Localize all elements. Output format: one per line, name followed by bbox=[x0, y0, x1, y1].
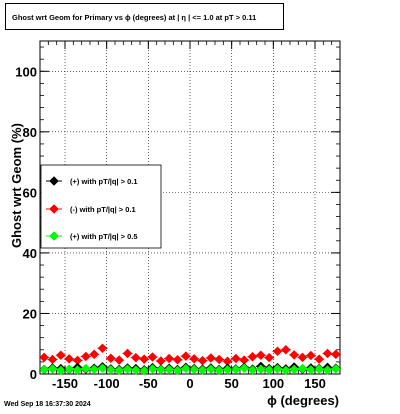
data-point bbox=[55, 350, 66, 361]
legend-label: (+) with pT/|q| > 0.1 bbox=[70, 177, 138, 186]
data-point bbox=[164, 353, 175, 364]
data-point bbox=[255, 364, 266, 375]
x-tick-label: -100 bbox=[94, 376, 120, 391]
data-point bbox=[105, 353, 116, 364]
data-point bbox=[139, 354, 150, 365]
data-point bbox=[272, 346, 283, 357]
data-point bbox=[255, 350, 266, 361]
legend: (+) with pT/|q| > 0.1 (-) with pT/|q| > 0… bbox=[40, 164, 162, 249]
data-point bbox=[64, 364, 75, 375]
data-point bbox=[114, 355, 125, 365]
x-tick-label: 0 bbox=[186, 376, 193, 391]
data-point bbox=[280, 365, 291, 376]
data-point bbox=[322, 348, 333, 359]
x-tick-label: 50 bbox=[224, 376, 238, 391]
x-axis-label: ϕ (degrees) bbox=[267, 393, 339, 408]
x-tick-label: 100 bbox=[262, 376, 284, 391]
legend-box bbox=[40, 164, 162, 249]
x-tick-label: -50 bbox=[139, 376, 158, 391]
data-point bbox=[272, 364, 283, 374]
legend-label: (-) with pT/|q| > 0.1 bbox=[70, 205, 136, 214]
x-tick-label: 150 bbox=[304, 376, 326, 391]
data-point bbox=[230, 364, 241, 375]
data-point bbox=[322, 365, 333, 375]
data-point bbox=[297, 363, 308, 374]
data-point bbox=[164, 364, 175, 375]
data-point bbox=[130, 365, 141, 375]
y-tick-label: 60 bbox=[23, 185, 37, 200]
data-point bbox=[314, 354, 325, 365]
y-tick-label: 20 bbox=[23, 306, 37, 321]
data-point bbox=[197, 365, 208, 375]
data-point bbox=[47, 364, 58, 374]
legend-marker bbox=[49, 176, 59, 186]
data-point bbox=[155, 364, 166, 375]
data-point bbox=[39, 364, 50, 375]
data-point bbox=[305, 350, 316, 361]
data-point bbox=[214, 354, 225, 365]
data-point bbox=[330, 364, 341, 374]
timestamp: Wed Sep 18 16:37:30 2024 bbox=[4, 401, 91, 408]
title-box: Ghost wrt Geom for Primary vs ϕ (degrees… bbox=[5, 3, 284, 30]
chart-title: Ghost wrt Geom for Primary vs ϕ (degrees… bbox=[12, 13, 257, 22]
legend-label: (+) with pT/|q| > 0.5 bbox=[70, 232, 138, 241]
data-point bbox=[297, 352, 308, 363]
data-point bbox=[130, 352, 141, 363]
data-point bbox=[230, 353, 241, 364]
data-point bbox=[264, 364, 275, 375]
data-point bbox=[47, 354, 58, 365]
data-point bbox=[330, 349, 341, 360]
data-point bbox=[264, 352, 275, 363]
data-point bbox=[97, 363, 108, 374]
legend-marker bbox=[49, 204, 59, 214]
y-tick-label: 0 bbox=[30, 367, 37, 382]
data-point bbox=[114, 365, 125, 376]
data-point bbox=[147, 364, 158, 374]
data-point bbox=[80, 363, 91, 374]
data-point bbox=[172, 365, 183, 376]
data-point bbox=[64, 354, 75, 364]
data-point bbox=[122, 364, 133, 375]
data-point bbox=[89, 349, 100, 360]
data-point bbox=[314, 364, 325, 375]
data-point bbox=[39, 352, 50, 363]
data-point bbox=[239, 363, 250, 374]
y-tick-label: 40 bbox=[23, 246, 37, 261]
data-point bbox=[214, 365, 225, 376]
data-point bbox=[147, 352, 158, 362]
data-point bbox=[305, 364, 316, 375]
data-point bbox=[172, 354, 183, 365]
data-point bbox=[280, 344, 291, 355]
y-axis-label: Ghost wrt Geom (%) bbox=[9, 123, 24, 248]
data-point bbox=[205, 353, 216, 363]
data-points bbox=[39, 343, 341, 376]
y-tick-label: 80 bbox=[23, 125, 37, 140]
data-point bbox=[222, 364, 233, 375]
axis-ticks: -150 -100 -50 0 50 100 150 0 20 40 60 80 100 bbox=[15, 41, 341, 391]
data-point bbox=[97, 343, 108, 354]
data-point bbox=[247, 351, 258, 362]
data-point bbox=[122, 348, 133, 359]
data-point bbox=[180, 363, 191, 374]
data-point bbox=[289, 350, 300, 360]
data-point bbox=[139, 365, 150, 376]
data-point bbox=[80, 351, 91, 362]
data-point bbox=[180, 351, 191, 361]
legend-marker bbox=[49, 231, 59, 241]
data-point bbox=[197, 355, 208, 366]
data-point bbox=[55, 365, 66, 376]
data-point bbox=[72, 365, 83, 375]
data-point bbox=[205, 364, 216, 375]
y-tick-label: 100 bbox=[15, 64, 37, 79]
data-point bbox=[89, 364, 100, 375]
data-point bbox=[289, 364, 300, 375]
data-point bbox=[155, 356, 166, 366]
data-point bbox=[189, 354, 200, 364]
x-tick-label: -150 bbox=[52, 376, 78, 391]
data-point bbox=[247, 365, 258, 375]
data-point bbox=[105, 364, 116, 375]
data-point bbox=[189, 364, 200, 375]
